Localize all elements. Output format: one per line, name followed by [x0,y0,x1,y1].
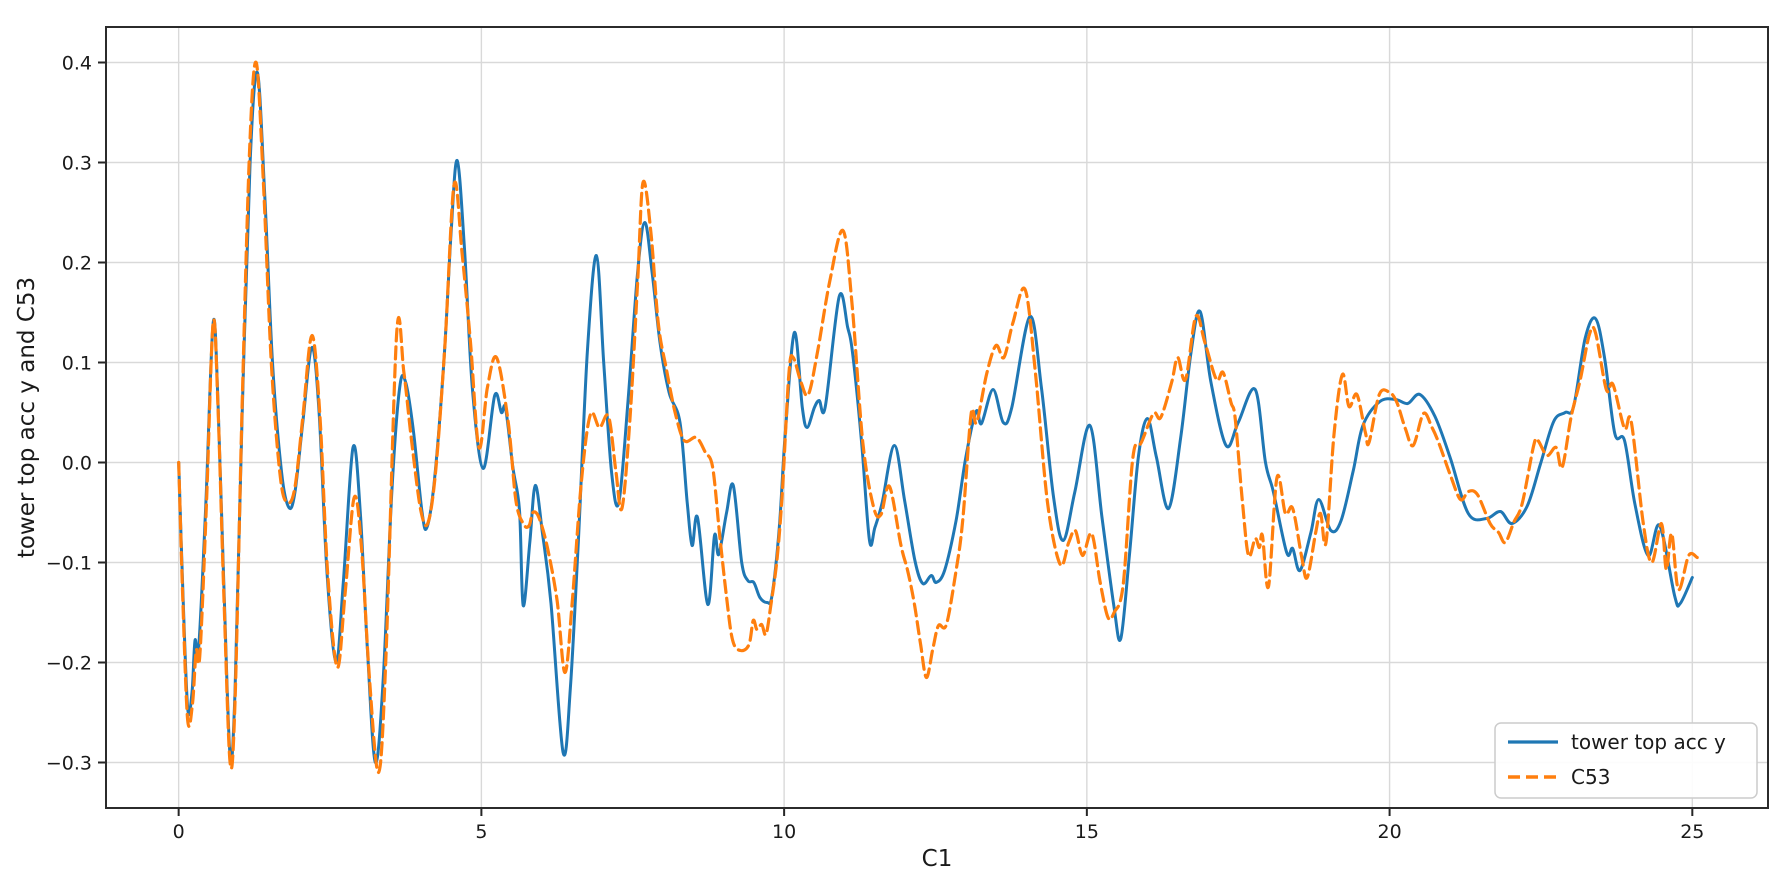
x-axis-label: C1 [922,846,953,872]
y-tick-label: 0.2 [62,253,92,275]
y-tick-label: −0.1 [46,553,92,575]
y-tick-label: −0.3 [46,753,92,775]
y-tick-label: 0.4 [62,53,92,75]
plot-background [106,27,1768,808]
legend-box [1494,722,1758,799]
y-tick-label: 0.1 [62,353,92,375]
y-axis-label: tower top acc y and C53 [14,277,40,558]
x-tick-label: 10 [772,821,796,843]
legend-label-tower-top-acc-y: tower top acc y [1571,730,1726,754]
series-line-c53 [177,60,1699,775]
y-tick-label: 0.0 [62,453,92,475]
tick-labels: 0 5 10 15 20 25 0.4 0.3 0.2 0.1 0.0 −0.1 −0.2 −0.3 [46,53,1705,844]
x-tick-label: 0 [173,821,185,843]
plot-border [105,26,1769,809]
y-tick-label: 0.3 [62,153,92,175]
x-tick-label: 25 [1680,821,1704,843]
y-tick-label: −0.2 [46,653,92,675]
grid-lines [106,27,1768,808]
data-series [177,60,1699,775]
x-tick-label: 20 [1377,821,1401,843]
x-tick-label: 15 [1075,821,1099,843]
x-tick-label: 5 [475,821,487,843]
axis-ticks [98,61,1694,816]
legend: tower top acc y C53 [1494,722,1758,799]
legend-label-c53: C53 [1571,765,1610,789]
